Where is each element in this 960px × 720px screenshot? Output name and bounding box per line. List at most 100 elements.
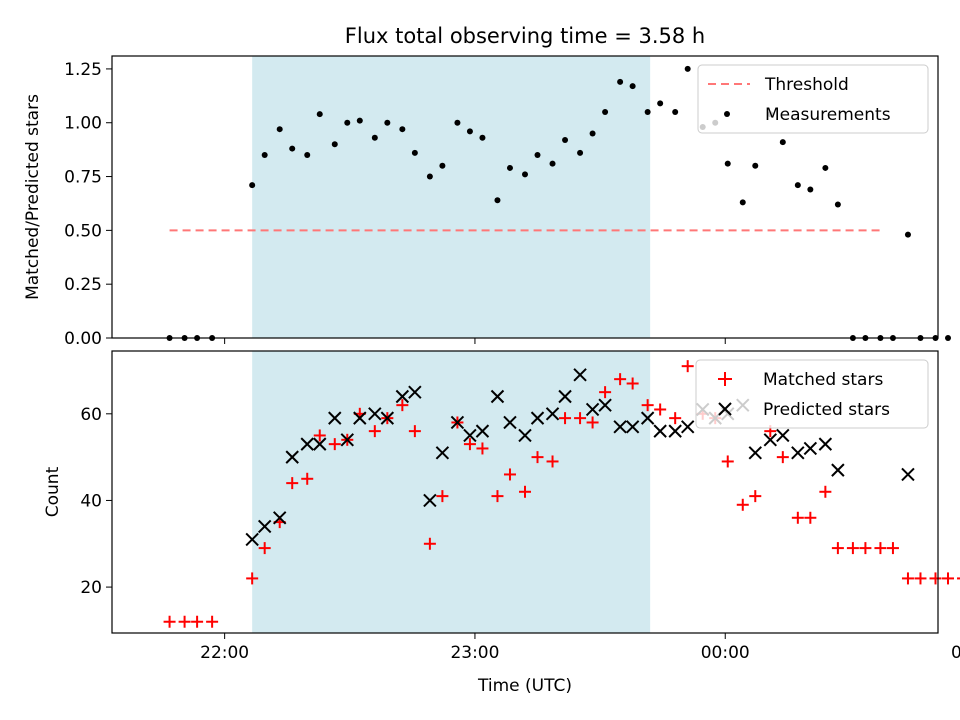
predicted-star-point	[245, 532, 259, 547]
matched-star-point	[886, 542, 899, 555]
ratio-x-ticks	[224, 338, 726, 344]
count-legend-box	[695, 359, 929, 429]
matched-star-point	[368, 425, 381, 438]
predicted-star-point	[803, 441, 818, 456]
measurement-point	[411, 149, 418, 156]
legend-measurement-label: Measurements	[765, 105, 891, 125]
measurement-point	[617, 78, 624, 85]
measurement-marks	[166, 65, 952, 341]
measurement-point	[904, 231, 911, 238]
matched-star-point	[258, 542, 271, 555]
matched-star-point	[546, 455, 559, 468]
measurement-point	[644, 108, 651, 115]
matched-star-point	[178, 615, 191, 628]
predicted-star-point	[423, 493, 437, 508]
predicted-star-point	[503, 415, 517, 430]
ratio-legend-box	[697, 64, 929, 134]
ratio-legend: Threshold Measurements	[697, 64, 929, 134]
matched-star-point	[408, 425, 421, 438]
measurement-point	[522, 171, 528, 178]
measurement-point	[534, 152, 541, 159]
measurement-point	[657, 100, 664, 107]
predicted-star-point	[328, 411, 342, 425]
predicted-star-point	[818, 437, 833, 451]
count-panel-frame	[111, 350, 939, 634]
matched-star-point	[901, 572, 914, 585]
measurement-point	[549, 160, 556, 167]
matched-star-point	[559, 412, 572, 425]
measurement-point	[261, 152, 268, 159]
predicted-star-point	[380, 411, 395, 425]
predicted-star-point	[625, 420, 640, 434]
matched-star-point	[206, 615, 219, 628]
y-tick-label: 0.50	[64, 221, 102, 241]
matched-star-point	[313, 429, 326, 442]
predicted-star-point	[530, 411, 545, 425]
matched-star-point	[491, 490, 504, 503]
matched-star-point	[423, 537, 436, 550]
predicted-star-point	[300, 437, 314, 451]
matched-star-point	[749, 490, 762, 503]
ratio-panel-frame	[111, 55, 939, 339]
measurement-point	[384, 119, 391, 126]
measurement-point	[672, 108, 679, 115]
measurement-point	[494, 197, 501, 204]
measurement-point	[356, 117, 363, 124]
predicted-star-point	[653, 424, 667, 438]
measurement-point	[807, 186, 814, 193]
figure-title: Flux total observing time = 3.58 h	[345, 24, 705, 48]
y-tick-label: 60	[80, 405, 102, 425]
x-tick-label: 00:00	[701, 643, 750, 663]
matched-star-point	[791, 511, 804, 524]
measurement-point	[249, 182, 256, 189]
predicted-star-point	[585, 402, 600, 417]
measurement-point	[289, 145, 296, 152]
measurement-point	[344, 119, 351, 126]
y-tick-label: 40	[80, 491, 102, 511]
measurement-point	[684, 65, 691, 72]
measurement-point	[371, 134, 378, 141]
x-tick-label: 23:00	[450, 643, 499, 663]
predicted-star-point	[680, 420, 695, 434]
matched-star-point	[626, 377, 639, 390]
predicted-star-point	[573, 368, 587, 382]
matched-star-point	[503, 468, 516, 481]
predicted-star-point	[475, 424, 490, 438]
y-tick-label: 0.25	[64, 275, 102, 295]
ratio-y-ticks: 0.00 0.25 0.50 0.75 1.00 1.25	[64, 60, 112, 349]
measurement-point	[562, 136, 569, 143]
count-marks	[163, 360, 960, 628]
matched-star-point	[776, 451, 789, 464]
predicted-star-point	[368, 407, 382, 421]
ratio-panel: 0.00 0.25 0.50 0.75 1.00 1.25 Matched/Predict…	[23, 55, 952, 349]
matched-star-point	[531, 451, 544, 464]
predicted-star-point	[272, 511, 287, 525]
measurement-point	[304, 152, 311, 159]
measurement-point	[794, 182, 801, 189]
predicted-star-point	[598, 398, 612, 412]
measurement-point	[602, 108, 609, 115]
matched-star-point	[859, 542, 872, 555]
predicted-star-point	[518, 428, 532, 443]
matched-star-point	[286, 477, 299, 490]
matched-star-point	[614, 373, 627, 386]
observing-span-bottom	[252, 351, 651, 633]
count-legend: Matched stars Predicted stars	[695, 359, 929, 429]
legend-matched-label: Matched stars	[763, 370, 883, 390]
observing-span-top	[252, 56, 651, 338]
predicted-star-point	[763, 433, 778, 447]
matched-star-point	[586, 416, 599, 429]
measurement-point	[479, 134, 486, 141]
y-tick-label: 0.00	[64, 329, 102, 349]
legend-threshold-label: Threshold	[764, 75, 849, 95]
matched-star-point	[736, 498, 749, 511]
x-tick-label: 22:00	[200, 643, 249, 663]
matched-star-point	[846, 542, 859, 555]
matched-star-point	[476, 442, 489, 455]
matched-star-point	[721, 455, 734, 468]
measurement-point	[454, 119, 461, 126]
ratio-y-axis-label: Matched/Predicted stars	[23, 94, 43, 300]
matched-star-point	[669, 412, 682, 425]
y-tick-label: 1.25	[64, 60, 102, 80]
